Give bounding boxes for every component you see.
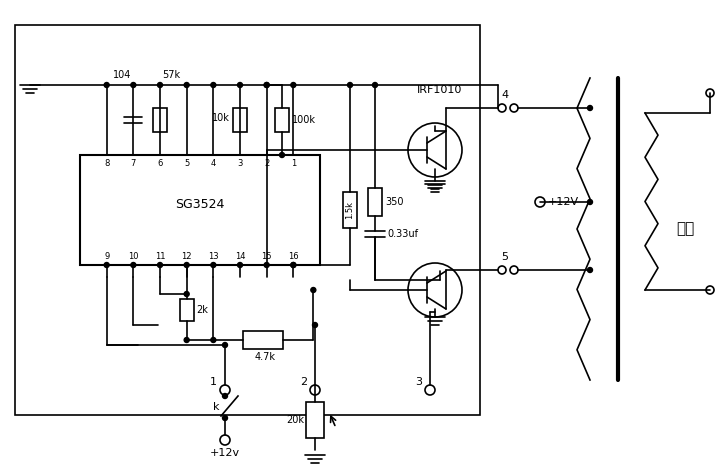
Text: 1.5k: 1.5k bbox=[346, 201, 355, 219]
Text: IRF1010: IRF1010 bbox=[418, 85, 463, 95]
Circle shape bbox=[211, 263, 216, 268]
Circle shape bbox=[347, 82, 352, 88]
Text: 0.33uf: 0.33uf bbox=[387, 229, 418, 239]
Text: +12V: +12V bbox=[548, 197, 579, 207]
Bar bbox=[153, 108, 167, 132]
Text: 2k: 2k bbox=[196, 305, 209, 315]
Text: 100k: 100k bbox=[292, 115, 316, 125]
Circle shape bbox=[264, 82, 269, 88]
Circle shape bbox=[264, 263, 269, 268]
Circle shape bbox=[130, 82, 136, 88]
Circle shape bbox=[238, 82, 242, 88]
Bar bbox=[80, 155, 320, 265]
Text: 12: 12 bbox=[181, 252, 192, 261]
Circle shape bbox=[280, 153, 284, 158]
Circle shape bbox=[587, 268, 592, 272]
Text: 57k: 57k bbox=[162, 70, 180, 80]
Circle shape bbox=[311, 287, 316, 292]
Bar bbox=[180, 299, 194, 321]
Circle shape bbox=[223, 394, 228, 398]
Circle shape bbox=[184, 337, 189, 343]
Bar bbox=[275, 108, 289, 132]
Circle shape bbox=[587, 199, 592, 205]
Text: 8: 8 bbox=[104, 159, 109, 168]
Text: 6: 6 bbox=[157, 159, 162, 168]
Circle shape bbox=[157, 82, 162, 88]
Bar bbox=[244, 331, 283, 349]
Bar bbox=[306, 402, 324, 438]
Circle shape bbox=[211, 337, 216, 343]
Text: 104: 104 bbox=[113, 70, 131, 80]
Text: 20k: 20k bbox=[286, 415, 304, 425]
Text: 3: 3 bbox=[237, 159, 243, 168]
Circle shape bbox=[104, 82, 109, 88]
Circle shape bbox=[291, 263, 296, 268]
Text: 4: 4 bbox=[211, 159, 216, 168]
Circle shape bbox=[184, 263, 189, 268]
Circle shape bbox=[130, 263, 136, 268]
Circle shape bbox=[291, 82, 296, 88]
Text: 5: 5 bbox=[184, 159, 189, 168]
Text: 1: 1 bbox=[291, 159, 296, 168]
Text: 10: 10 bbox=[128, 252, 138, 261]
Circle shape bbox=[238, 263, 242, 268]
Circle shape bbox=[587, 105, 592, 110]
Circle shape bbox=[264, 82, 269, 88]
Text: 输出: 输出 bbox=[676, 221, 694, 236]
Bar bbox=[15, 25, 480, 415]
Text: SG3524: SG3524 bbox=[175, 198, 225, 212]
Text: 4.7k: 4.7k bbox=[254, 352, 276, 362]
Circle shape bbox=[104, 263, 109, 268]
Text: 2: 2 bbox=[300, 377, 307, 387]
Text: 2: 2 bbox=[264, 159, 269, 168]
Circle shape bbox=[157, 263, 162, 268]
Circle shape bbox=[184, 82, 189, 88]
Text: 15: 15 bbox=[262, 252, 272, 261]
Text: 10k: 10k bbox=[212, 113, 230, 123]
Bar bbox=[233, 108, 247, 132]
Circle shape bbox=[373, 82, 378, 88]
Text: 1: 1 bbox=[210, 377, 217, 387]
Circle shape bbox=[211, 82, 216, 88]
Circle shape bbox=[223, 343, 228, 348]
Bar bbox=[368, 188, 382, 216]
Text: 350: 350 bbox=[385, 197, 404, 207]
Text: 7: 7 bbox=[130, 159, 136, 168]
Text: 3: 3 bbox=[415, 377, 422, 387]
Text: 16: 16 bbox=[288, 252, 299, 261]
Circle shape bbox=[223, 416, 228, 421]
Circle shape bbox=[291, 263, 296, 268]
Text: 5: 5 bbox=[502, 252, 508, 262]
Text: 9: 9 bbox=[104, 252, 109, 261]
Text: 13: 13 bbox=[208, 252, 219, 261]
Circle shape bbox=[312, 322, 318, 328]
Bar bbox=[343, 192, 357, 228]
Text: 14: 14 bbox=[235, 252, 245, 261]
Text: k: k bbox=[213, 402, 220, 412]
Text: 4: 4 bbox=[502, 90, 508, 100]
Text: 11: 11 bbox=[154, 252, 165, 261]
Circle shape bbox=[184, 292, 189, 297]
Text: +12v: +12v bbox=[210, 448, 240, 458]
